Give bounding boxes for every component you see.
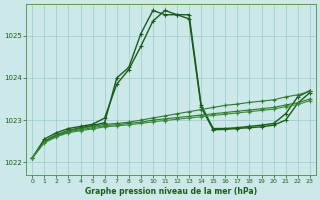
X-axis label: Graphe pression niveau de la mer (hPa): Graphe pression niveau de la mer (hPa)	[85, 187, 257, 196]
